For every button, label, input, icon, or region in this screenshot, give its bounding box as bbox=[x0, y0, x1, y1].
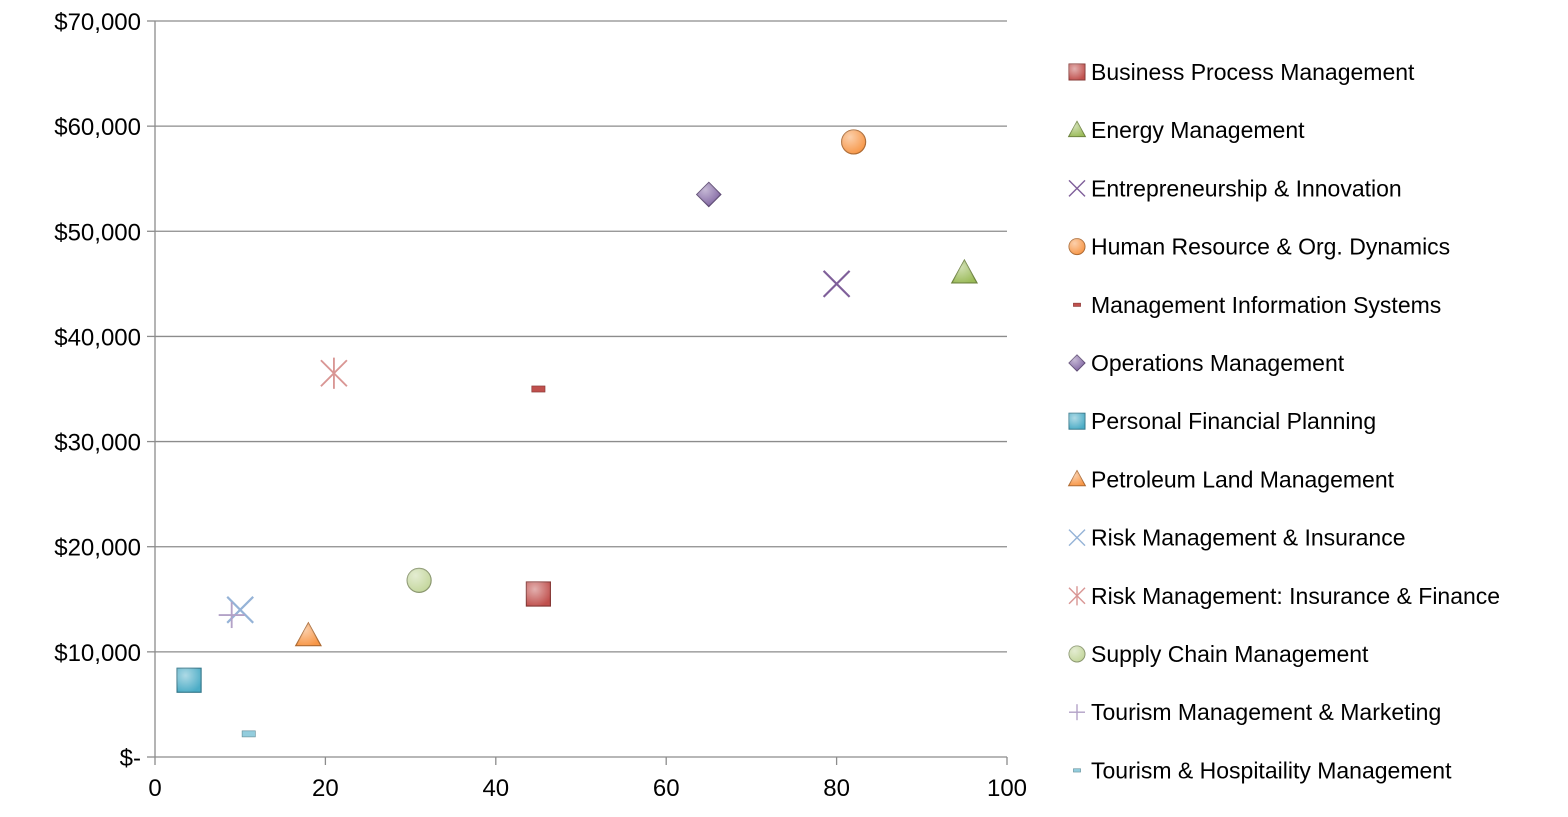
data-point-energy-management bbox=[950, 258, 979, 284]
legend-item-risk-management-insurance-and-finance: Risk Management: Insurance & Finance bbox=[1068, 583, 1500, 609]
data-point-supply-chain-management bbox=[406, 567, 432, 593]
legend-item-supply-chain-management: Supply Chain Management bbox=[1068, 641, 1369, 667]
data-point-personal-financial-planning bbox=[176, 667, 202, 693]
gridlines bbox=[155, 20, 1007, 653]
legend-item-human-resource-and-org-dynamics: Human Resource & Org. Dynamics bbox=[1068, 234, 1450, 260]
legend-item-petroleum-land-management: Petroleum Land Management bbox=[1067, 466, 1395, 492]
x-tick-label: 100 bbox=[987, 775, 1027, 802]
legend-marker bbox=[1073, 302, 1081, 307]
legend-label: Supply Chain Management bbox=[1091, 641, 1369, 667]
tick-labels: $- $10,000 $20,000 $30,000 $40,000 $50,000 $60… bbox=[54, 9, 1027, 802]
legend-label: Risk Management & Insurance bbox=[1091, 525, 1406, 551]
data-point-operations-management bbox=[695, 181, 722, 208]
legend-label: Operations Management bbox=[1091, 350, 1345, 376]
legend-marker bbox=[1068, 645, 1086, 663]
x-tick-label: 0 bbox=[148, 775, 161, 802]
y-tick-label: $30,000 bbox=[54, 430, 141, 457]
legend-item-tourism-and-hospitaility-management: Tourism & Hospitaility Management bbox=[1073, 757, 1452, 783]
legend: Business Process Management Energy Manage… bbox=[1067, 59, 1500, 783]
legend-marker bbox=[1068, 586, 1086, 606]
axes bbox=[147, 20, 1008, 765]
legend-label: Human Resource & Org. Dynamics bbox=[1091, 234, 1450, 260]
legend-marker bbox=[1068, 238, 1086, 256]
x-tick-label: 40 bbox=[482, 775, 509, 802]
legend-label: Risk Management: Insurance & Finance bbox=[1091, 583, 1500, 609]
legend-marker bbox=[1068, 529, 1086, 547]
data-point-tourism-management-and-marketing bbox=[218, 602, 245, 629]
data-point-management-information-systems bbox=[531, 385, 546, 393]
data-point-human-resource-and-org-dynamics bbox=[841, 129, 867, 155]
legend-marker bbox=[1067, 469, 1087, 487]
legend-label: Entrepreneurship & Innovation bbox=[1091, 175, 1402, 201]
data-point-entrepreneurship-and-innovation bbox=[822, 270, 851, 298]
legend-item-business-process-management: Business Process Management bbox=[1068, 59, 1415, 85]
data-point-risk-management-insurance-and-finance bbox=[320, 357, 348, 389]
legend-item-management-information-systems: Management Information Systems bbox=[1073, 292, 1441, 318]
legend-item-tourism-management-and-marketing: Tourism Management & Marketing bbox=[1069, 699, 1441, 725]
legend-marker bbox=[1067, 120, 1087, 138]
y-tick-label: $50,000 bbox=[54, 219, 141, 246]
legend-marker bbox=[1073, 768, 1081, 773]
data-points bbox=[176, 129, 979, 738]
y-tick-label: $40,000 bbox=[54, 324, 141, 351]
legend-marker bbox=[1068, 63, 1086, 81]
data-point-tourism-and-hospitaility-management bbox=[241, 730, 256, 738]
x-tick-label: 60 bbox=[653, 775, 680, 802]
legend-marker bbox=[1068, 412, 1086, 430]
x-tick-label: 80 bbox=[823, 775, 850, 802]
legend-marker bbox=[1068, 354, 1086, 372]
y-tick-label: $60,000 bbox=[54, 114, 141, 141]
legend-item-entrepreneurship-and-innovation: Entrepreneurship & Innovation bbox=[1068, 175, 1402, 201]
legend-label: Personal Financial Planning bbox=[1091, 408, 1376, 434]
legend-label: Petroleum Land Management bbox=[1091, 466, 1395, 492]
legend-marker bbox=[1069, 704, 1085, 721]
legend-marker bbox=[1068, 179, 1086, 197]
y-tick-label: $- bbox=[120, 745, 141, 772]
legend-item-energy-management: Energy Management bbox=[1067, 117, 1305, 143]
legend-item-risk-management-and-insurance: Risk Management & Insurance bbox=[1068, 525, 1406, 551]
y-tick-label: $20,000 bbox=[54, 535, 141, 562]
legend-label: Management Information Systems bbox=[1091, 292, 1441, 318]
legend-item-personal-financial-planning: Personal Financial Planning bbox=[1068, 408, 1376, 434]
legend-label: Tourism & Hospitaility Management bbox=[1091, 757, 1452, 783]
legend-label: Business Process Management bbox=[1091, 59, 1415, 85]
x-tick-label: 20 bbox=[312, 775, 339, 802]
data-point-petroleum-land-management bbox=[294, 621, 322, 647]
y-tick-label: $70,000 bbox=[54, 9, 141, 36]
y-tick-label: $10,000 bbox=[54, 640, 141, 667]
legend-label: Tourism Management & Marketing bbox=[1091, 699, 1441, 725]
legend-label: Energy Management bbox=[1091, 117, 1305, 143]
data-point-business-process-management bbox=[525, 581, 552, 607]
legend-item-operations-management: Operations Management bbox=[1068, 350, 1345, 376]
